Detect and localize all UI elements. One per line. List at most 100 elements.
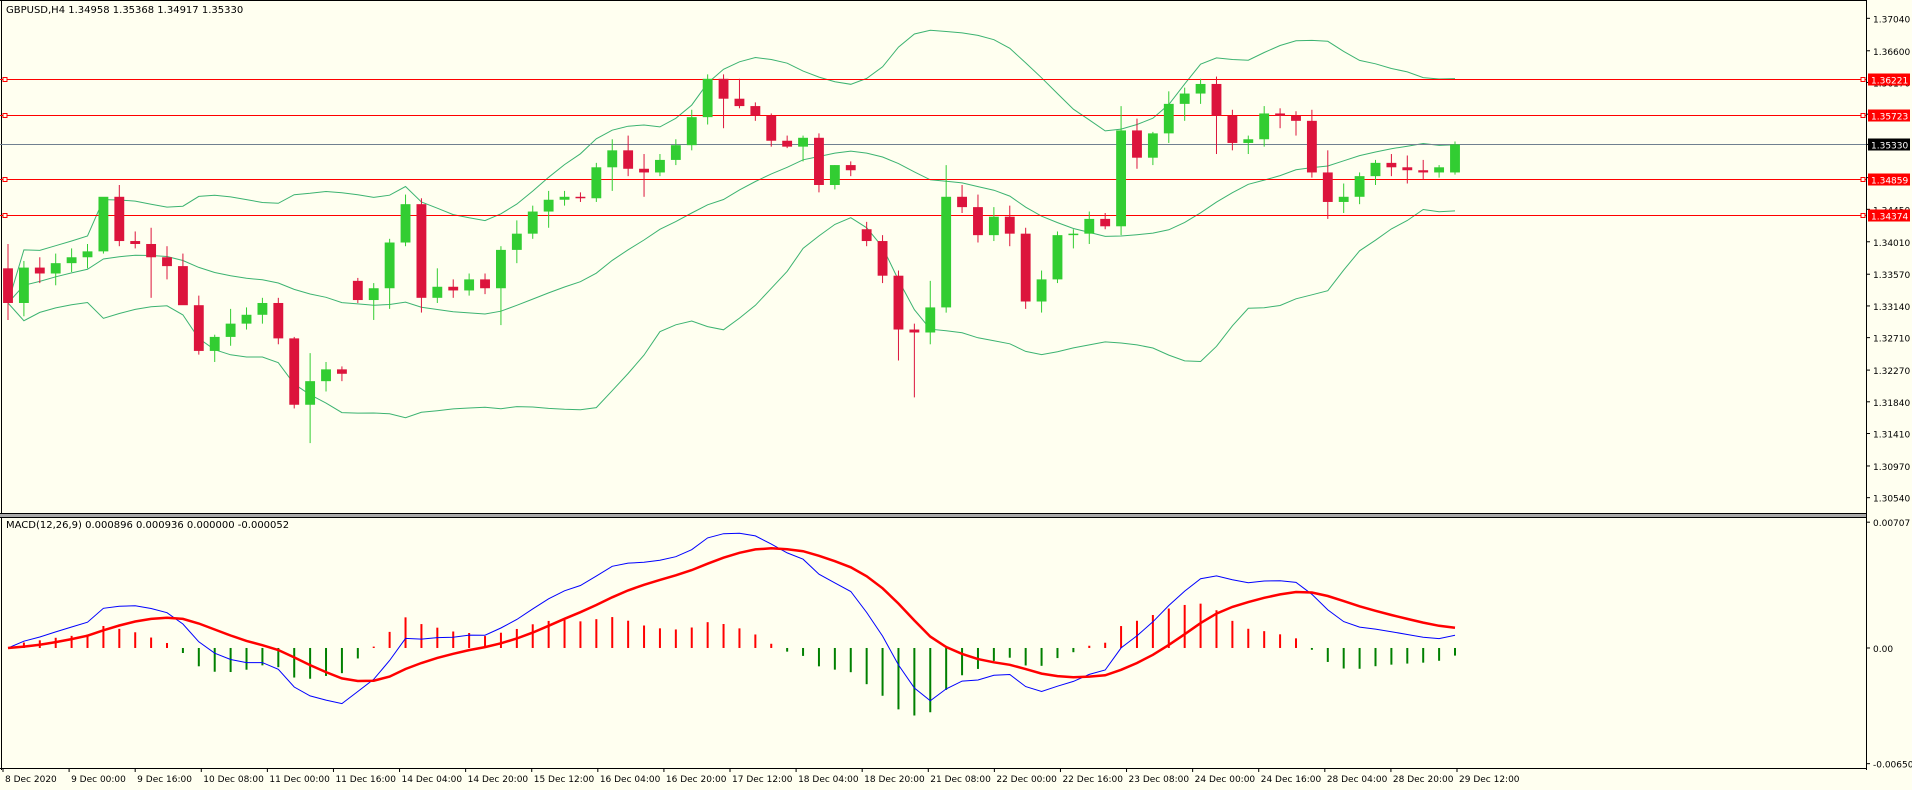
bull-candle-body: [1068, 233, 1079, 236]
bear-candle-body: [448, 286, 459, 291]
bear-candle-body: [845, 165, 856, 171]
bull-candle-body: [1354, 176, 1365, 197]
price-level-left-marker: [2, 213, 8, 218]
macd-tick-label: -0.006501: [1873, 761, 1912, 771]
bull-candle-body: [1084, 218, 1095, 234]
bull-candle-body: [1052, 235, 1063, 280]
price-level-label: 1.36221: [1871, 77, 1908, 87]
current-price-label: 1.35330: [1871, 142, 1908, 152]
macd-tick-label: 0.00707: [1873, 519, 1910, 529]
bull-candle-body: [1163, 103, 1174, 134]
bear-candle-body: [146, 243, 157, 258]
time-tick-label: 24 Dec 00:00: [1195, 775, 1256, 785]
bull-candle-body: [1036, 279, 1047, 302]
bear-candle-body: [1132, 130, 1142, 158]
bear-candle-body: [575, 196, 586, 199]
bear-candle-body: [289, 338, 300, 405]
bull-candle-body: [670, 145, 681, 160]
price-tick-label: 1.30540: [1873, 495, 1910, 505]
bull-candle-body: [798, 137, 808, 147]
bear-candle-body: [1004, 216, 1015, 234]
time-tick-label: 11 Dec 16:00: [335, 775, 396, 785]
time-tick-label: 28 Dec 04:00: [1327, 775, 1388, 785]
price-level-label: 1.34859: [1871, 177, 1908, 187]
bull-candle-body: [607, 150, 618, 168]
price-level-right-marker: [1860, 177, 1866, 182]
bull-candle-body: [18, 267, 29, 303]
macd-line: [7, 532, 1456, 705]
price-tick-label: 1.33570: [1873, 271, 1910, 281]
bull-candle-body: [209, 336, 220, 351]
price-level-tag: [1868, 109, 1910, 122]
bull-candle-body: [1243, 139, 1254, 143]
time-tick-label: 9 Dec 16:00: [137, 775, 192, 785]
macd-info: MACD(12,26,9) 0.000896 0.000936 0.000000…: [6, 520, 289, 531]
bear-candle-body: [1211, 83, 1222, 116]
bull-candle-body: [925, 307, 936, 333]
price-level-left-marker: [2, 177, 8, 182]
current-price-tag: [1868, 138, 1910, 151]
bear-candle-body: [718, 78, 729, 99]
bull-candle-body: [384, 242, 395, 289]
bear-candle-body: [1020, 233, 1031, 302]
bull-candle-body: [1147, 133, 1158, 158]
panel-separator[interactable]: [0, 514, 1866, 517]
time-tick-label: 8 Dec 2020: [5, 775, 57, 785]
bull-candle-body: [1370, 162, 1381, 177]
price-level-right-marker: [1860, 113, 1866, 118]
price-level-tag: [1868, 73, 1910, 86]
bull-candle-body: [1338, 196, 1349, 202]
price-tick-label: 1.31410: [1873, 431, 1910, 441]
time-tick-label: 16 Dec 04:00: [600, 775, 661, 785]
bear-candle-body: [623, 150, 634, 169]
price-tick-label: 1.30970: [1873, 463, 1910, 473]
bear-candle-body: [893, 275, 904, 330]
bear-candle-body: [114, 196, 125, 242]
price-level-label: 1.35723: [1871, 113, 1908, 123]
time-tick-label: 29 Dec 12:00: [1459, 775, 1520, 785]
time-tick-label: 23 Dec 08:00: [1129, 775, 1190, 785]
price-level-tag: [1868, 209, 1910, 222]
bull-candle-body: [1259, 113, 1270, 140]
bear-candle-body: [1402, 167, 1413, 171]
bear-candle-body: [352, 280, 363, 301]
time-tick-label: 18 Dec 04:00: [798, 775, 859, 785]
bull-candle-body: [464, 279, 475, 291]
bear-candle-body: [177, 266, 188, 306]
bear-candle-body: [973, 207, 983, 236]
bear-candle-body: [416, 204, 427, 298]
bear-candle-body: [1386, 162, 1397, 168]
price-level-left-marker: [2, 113, 8, 118]
macd-tick-label: 0.00: [1873, 645, 1893, 655]
bear-candle-body: [130, 241, 141, 244]
symbol-info: GBPUSD,H4 1.34958 1.35368 1.34917 1.3533…: [6, 5, 243, 16]
bear-candle-body: [480, 279, 490, 289]
bull-candle-body: [1450, 144, 1460, 173]
time-tick-label: 16 Dec 20:00: [666, 775, 727, 785]
time-tick-label: 14 Dec 04:00: [402, 775, 463, 785]
time-tick-label: 15 Dec 12:00: [534, 775, 595, 785]
price-tick-label: 1.32710: [1873, 335, 1910, 345]
bull-candle-body: [305, 381, 316, 405]
bear-candle-body: [734, 98, 745, 107]
candles: [3, 74, 1460, 444]
bear-candle-body: [1306, 120, 1317, 173]
time-tick-label: 11 Dec 00:00: [269, 775, 330, 785]
bear-candle-body: [814, 137, 824, 185]
bull-candle-body: [686, 117, 697, 146]
bull-candle-body: [1116, 130, 1127, 227]
bear-candle-body: [1418, 170, 1429, 173]
time-tick-label: 28 Dec 20:00: [1393, 775, 1454, 785]
price-level-left-marker: [2, 77, 8, 82]
bear-candle-body: [782, 140, 793, 147]
bull-candle-body: [1434, 167, 1445, 173]
bollinger-lower-band: [7, 208, 1456, 419]
bull-candle-body: [50, 263, 61, 274]
price-tick-label: 1.33140: [1873, 303, 1910, 313]
bull-candle-body: [98, 196, 109, 252]
bear-candle-body: [162, 257, 172, 267]
time-tick-label: 18 Dec 20:00: [864, 775, 925, 785]
price-level-label: 1.34374: [1871, 213, 1908, 223]
